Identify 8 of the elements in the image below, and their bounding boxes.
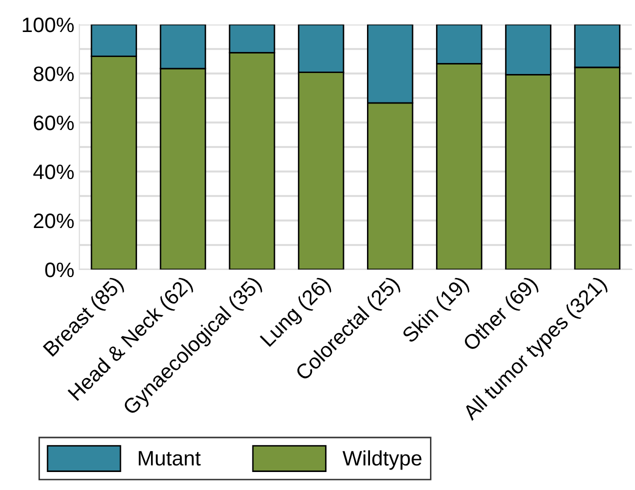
y-tick-label: 20%	[34, 214, 74, 228]
y-tick-label: 80%	[34, 66, 74, 82]
y-tick-label: 60%	[34, 116, 74, 130]
legend-label: Mutant	[138, 451, 201, 466]
y-tick-label: 100%	[22, 18, 74, 32]
y-tick-label: 40%	[33, 164, 74, 180]
y-tick-label: 0%	[45, 262, 74, 278]
legend-label: Wildtype	[342, 450, 422, 470]
